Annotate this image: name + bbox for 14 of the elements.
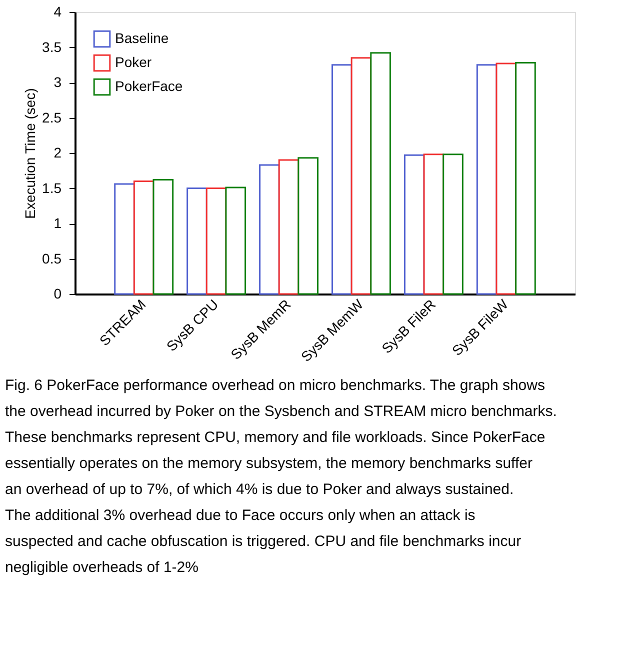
y-tick-label: 0.5 xyxy=(42,250,62,266)
y-tick-label: 3.5 xyxy=(42,38,62,55)
legend-label: PokerFace xyxy=(115,78,183,94)
legend-label: Baseline xyxy=(115,30,169,46)
y-tick-label: 3 xyxy=(54,74,62,90)
caption: Fig. 6 PokerFace performance overhead on micro benchmarks. The graph shows the overhead incurred by Poker on the Sysbench and STREAM micro benchmarks. These benchmarks represent CPU, memory and file workloads. Since PokerFace essentially operates on the memory subsystem, the memory benchmarks suffer an overhead of up to 7%, of which 4% is due to Poker and always sustained. The additional 3% overhead due to Face occurs only when an attack is suspected and cache obfuscation is triggered. CPU and file benchmarks incur negligible overheads of 1-2% xyxy=(5,377,557,576)
y-axis-title: Execution Time (sec) xyxy=(22,88,38,219)
y-tick-label: 0 xyxy=(54,286,62,302)
legend-label: Poker xyxy=(115,54,152,70)
y-tick-label: 1 xyxy=(54,215,62,231)
y-tick-label: 2 xyxy=(54,144,62,160)
y-tick-label: 4 xyxy=(54,4,62,20)
y-tick-label: 1.5 xyxy=(42,180,62,196)
y-tick-label: 2.5 xyxy=(42,109,62,126)
